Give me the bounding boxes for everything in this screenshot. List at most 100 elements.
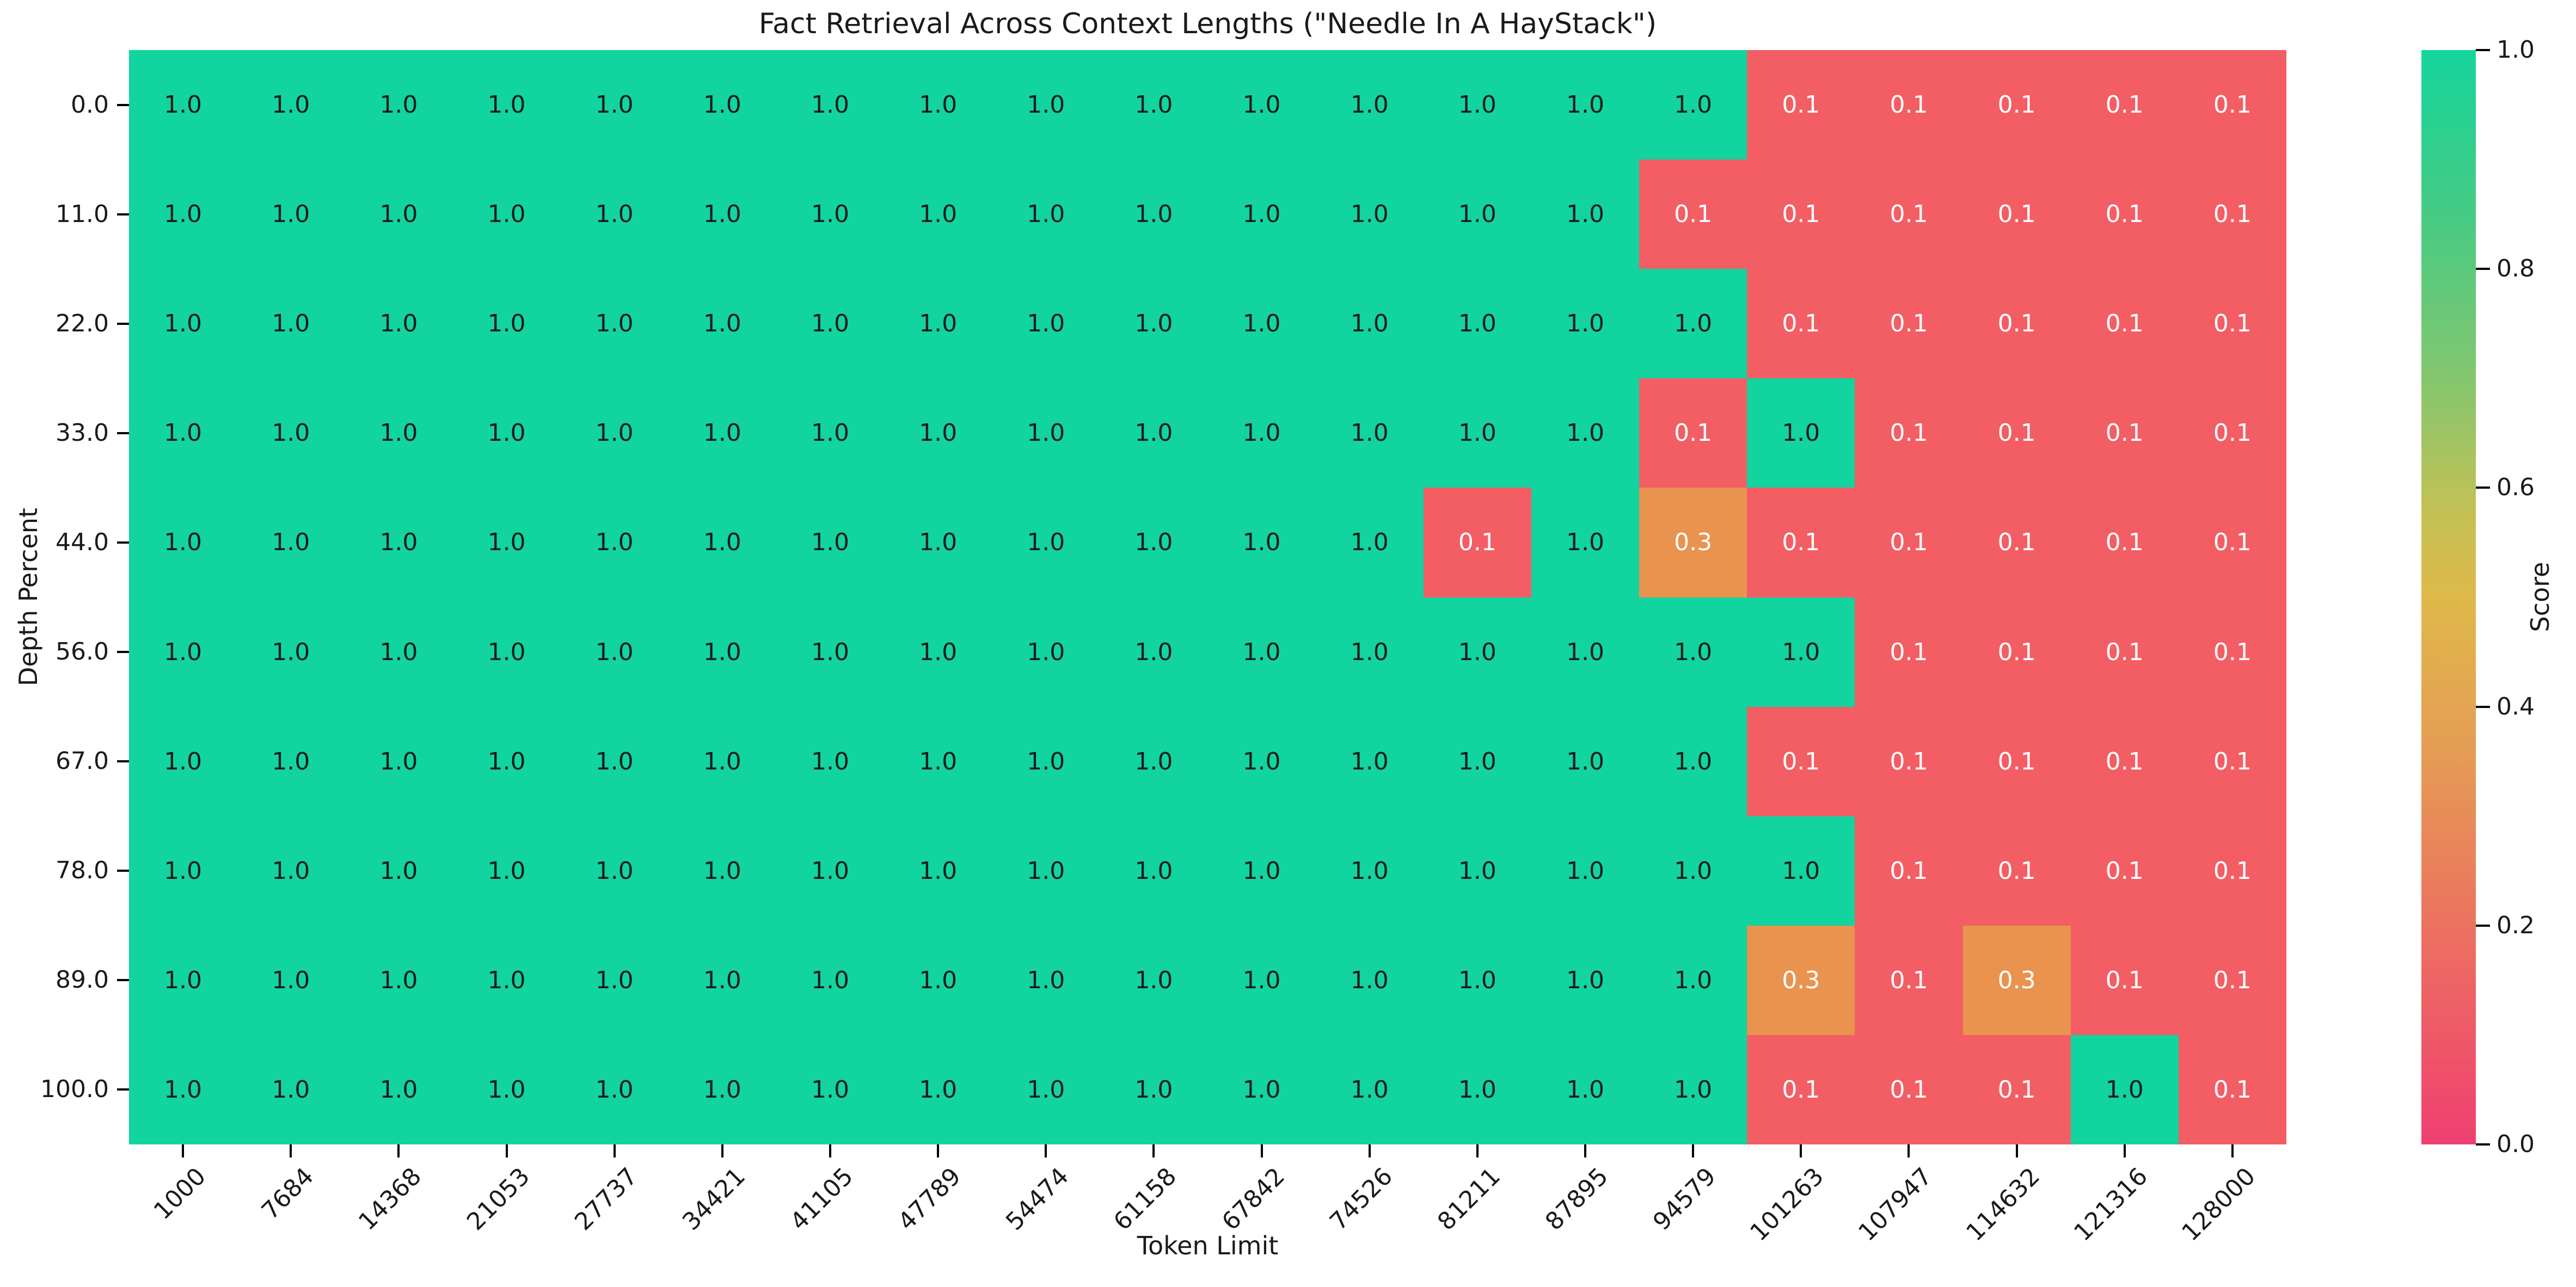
heatmap-cell: 0.3 [1747,925,1855,1035]
x-tick-mark [397,1144,400,1157]
heatmap-cell: 0.1 [2178,488,2286,598]
heatmap-cell: 1.0 [1531,269,1640,379]
heatmap-cell: 0.1 [2178,159,2286,269]
y-tick-mark [117,432,129,434]
heatmap-cell: 1.0 [884,488,992,598]
x-tick-mark [290,1144,292,1157]
heatmap-cell: 1.0 [1531,488,1640,598]
heatmap-cell: 1.0 [776,50,885,160]
heatmap-cell: 0.1 [1962,597,2071,707]
y-tick-mark [117,213,129,215]
heatmap-cell: 0.1 [1962,488,2071,598]
heatmap-cell: 0.1 [2178,50,2286,160]
heatmap-cell: 0.1 [1639,159,1747,269]
heatmap-cell: 1.0 [668,159,776,269]
heatmap-cell: 0.1 [1747,50,1855,160]
heatmap-cell: 1.0 [1639,597,1747,707]
heatmap-cell: 1.0 [776,925,885,1035]
heatmap-cell: 0.1 [2178,1034,2286,1144]
heatmap-cell: 1.0 [1423,50,1531,160]
heatmap-cell: 1.0 [129,378,237,488]
heatmap-cell: 1.0 [1100,706,1208,816]
y-tick-label: 67.0 [56,747,109,775]
x-tick-mark [721,1144,723,1157]
heatmap-cell: 1.0 [884,925,992,1035]
x-tick-mark [2123,1144,2126,1157]
y-tick-mark [117,870,129,872]
x-tick-label: 54474 [1001,1162,1075,1236]
heatmap-cell: 1.0 [560,50,668,160]
heatmap-cell: 1.0 [668,269,776,379]
heatmap-cell: 1.0 [884,1034,992,1144]
heatmap-cell: 1.0 [452,159,561,269]
heatmap-cell: 0.1 [1855,597,1963,707]
heatmap-cell: 1.0 [992,706,1100,816]
heatmap-cell: 1.0 [1531,1034,1640,1144]
heatmap-cell: 1.0 [452,1034,561,1144]
heatmap-cell: 1.0 [345,159,453,269]
heatmap-cell: 1.0 [1315,50,1424,160]
heatmap-cell: 1.0 [345,378,453,488]
heatmap-cell: 1.0 [560,378,668,488]
heatmap-cell: 0.1 [1962,50,2071,160]
heatmap-cell: 0.1 [2070,925,2179,1035]
y-tick-mark [117,1088,129,1091]
x-tick-label: 1000 [148,1162,212,1226]
heatmap-cell: 1.0 [992,378,1100,488]
heatmap-cell: 1.0 [345,269,453,379]
heatmap-cell: 1.0 [1100,597,1208,707]
x-tick-mark [1045,1144,1047,1157]
heatmap-cell: 0.1 [1855,488,1963,598]
y-tick-label: 22.0 [56,309,109,337]
y-tick-label: 78.0 [56,857,109,885]
heatmap-cell: 1.0 [452,488,561,598]
heatmap-cell: 1.0 [992,269,1100,379]
heatmap-cell: 1.0 [668,706,776,816]
heatmap-cell: 1.0 [668,1034,776,1144]
colorbar-tick-mark [2476,924,2490,927]
x-axis-title: Token Limit [1137,1231,1279,1260]
heatmap-cell: 1.0 [237,816,345,926]
heatmap-cell: 1.0 [884,50,992,160]
heatmap-cell: 1.0 [1423,925,1531,1035]
heatmap-cell: 1.0 [884,706,992,816]
colorbar-tick-label: 0.6 [2497,473,2535,502]
colorbar-tick-label: 0.2 [2497,911,2535,939]
heatmap-cell: 1.0 [1100,1034,1208,1144]
heatmap-cell: 1.0 [1423,159,1531,269]
y-tick-mark [117,541,129,544]
x-tick-mark [613,1144,616,1157]
heatmap-cell: 0.1 [1855,706,1963,816]
heatmap-cell: 1.0 [884,269,992,379]
heatmap-cell: 1.0 [1423,597,1531,707]
heatmap-cell: 1.0 [237,159,345,269]
heatmap-cell: 1.0 [668,50,776,160]
heatmap-cell: 0.1 [1855,925,1963,1035]
heatmap-cell: 1.0 [884,597,992,707]
colorbar [2421,50,2476,1144]
heatmap-cell: 1.0 [776,816,885,926]
heatmap-cell: 1.0 [452,925,561,1035]
heatmap-grid: 1.0 1.0 1.0 1.0 1.0 1.0 1.0 1.0 1.0 1.0 1.0 1.0 1.0 1… [129,50,2286,1144]
x-tick-label: 81211 [1432,1162,1506,1236]
heatmap-cell: 1.0 [1639,1034,1747,1144]
colorbar-tick-mark [2476,705,2490,708]
heatmap-cell: 1.0 [560,925,668,1035]
x-tick-mark [505,1144,508,1157]
heatmap-cell: 1.0 [1315,597,1424,707]
heatmap-cell: 1.0 [992,159,1100,269]
heatmap-cell: 1.0 [560,269,668,379]
heatmap-cell: 1.0 [776,488,885,598]
heatmap-cell: 1.0 [1423,706,1531,816]
heatmap-cell: 1.0 [1207,50,1316,160]
x-tick-mark [1584,1144,1587,1157]
heatmap-cell: 0.1 [1855,50,1963,160]
heatmap-cell: 0.1 [2070,597,2179,707]
colorbar-tick-mark [2476,1143,2490,1146]
heatmap-cell: 0.1 [1962,269,2071,379]
heatmap-cell: 0.1 [2070,50,2179,160]
heatmap-cell: 1.0 [1207,706,1316,816]
heatmap-cell: 1.0 [1100,269,1208,379]
heatmap-cell: 1.0 [1100,378,1208,488]
